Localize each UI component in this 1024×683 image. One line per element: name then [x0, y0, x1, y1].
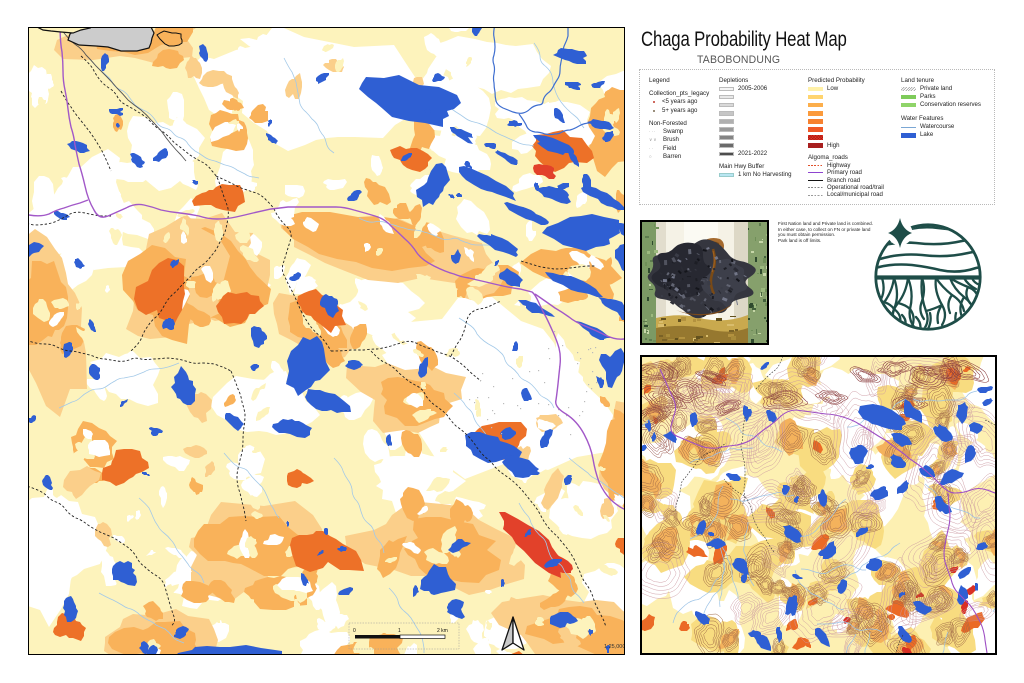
- svg-text:2 km: 2 km: [437, 628, 448, 634]
- svg-text:1: 1: [398, 628, 401, 634]
- svg-text:1:25,000: 1:25,000: [604, 644, 624, 650]
- svg-text:0: 0: [353, 628, 356, 634]
